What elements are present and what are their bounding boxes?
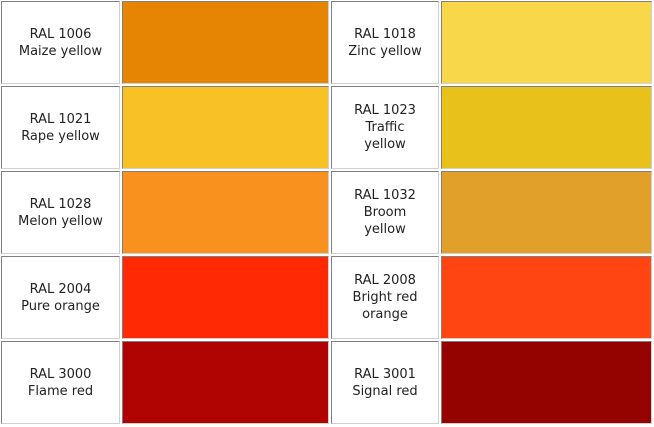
color-row: RAL 1028 Melon yellow RAL 1032 Broom yellow [1, 171, 652, 254]
color-name: Pure orange [21, 298, 100, 314]
color-name: Signal red [352, 383, 418, 399]
color-name: Maize yellow [18, 43, 103, 59]
color-row: RAL 2004 Pure orange RAL 2008 Bright red or… [1, 256, 652, 339]
color-swatch [441, 1, 652, 84]
color-row: RAL 1006 Maize yellow RAL 1018 Zinc yellow [1, 1, 652, 84]
ral-code: RAL 1023 [354, 103, 416, 118]
color-swatch [122, 341, 329, 424]
ral-code: RAL 1018 [354, 26, 416, 42]
color-swatch [122, 256, 329, 339]
color-swatch [122, 171, 329, 254]
color-label: RAL 1018 Zinc yellow [331, 1, 439, 84]
color-label: RAL 1021 Rape yellow [1, 86, 120, 169]
color-swatch [441, 171, 652, 254]
color-name: Traffic yellow [364, 120, 406, 152]
color-label: RAL 1028 Melon yellow [1, 171, 120, 254]
ral-code: RAL 3000 [29, 366, 92, 382]
color-name: Bright red orange [352, 290, 418, 322]
color-row: RAL 1021 Rape yellow RAL 1023 Traffic yello… [1, 86, 652, 169]
color-label: RAL 2008 Bright red orange [331, 256, 439, 339]
ral-code: RAL 1006 [29, 26, 92, 42]
color-name: Zinc yellow [348, 43, 422, 59]
color-swatch [441, 256, 652, 339]
color-swatch [122, 1, 329, 84]
color-swatch [122, 86, 329, 169]
ral-code: RAL 1028 [29, 196, 92, 212]
ral-code: RAL 2004 [29, 281, 92, 297]
color-label: RAL 3001 Signal red [331, 341, 439, 424]
color-label: RAL 1032 Broom yellow [331, 171, 439, 254]
color-swatch [441, 86, 652, 169]
color-label: RAL 1006 Maize yellow [1, 1, 120, 84]
ral-code: RAL 1032 [354, 188, 416, 203]
color-name: Flame red [27, 383, 94, 399]
color-name: Rape yellow [21, 128, 100, 144]
color-label: RAL 1023 Traffic yellow [331, 86, 439, 169]
color-swatch [441, 341, 652, 424]
color-label: RAL 3000 Flame red [1, 341, 120, 424]
color-name: Melon yellow [18, 213, 103, 229]
color-row: RAL 3000 Flame red RAL 3001 Signal red [1, 341, 652, 424]
color-name: Broom yellow [363, 205, 407, 237]
ral-code: RAL 1021 [29, 111, 92, 127]
ral-code: RAL 3001 [354, 366, 416, 382]
color-label: RAL 2004 Pure orange [1, 256, 120, 339]
ral-code: RAL 2008 [354, 273, 416, 288]
